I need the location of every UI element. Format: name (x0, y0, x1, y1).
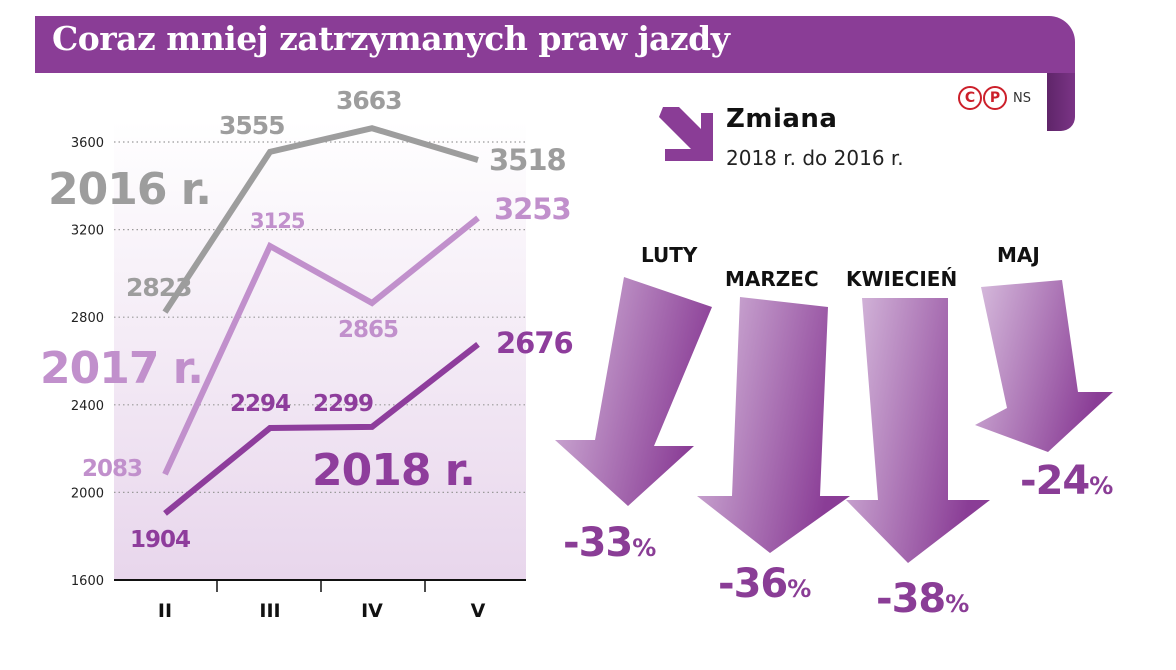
change-arrow-1 (697, 297, 850, 553)
change-arrow-2 (846, 298, 990, 563)
change-arrows: LUTY -33% MARZEC -36% KWIECIEŃ -38% MAJ -24% (555, 243, 1114, 622)
data-label: 3253 (494, 192, 571, 226)
plot-background (114, 120, 526, 580)
change-value: -24% (1020, 458, 1113, 504)
change-value-number: -38 (876, 576, 945, 622)
series-labels: 2016 r. 2017 r. 2018 r. (40, 164, 476, 496)
arrow-down-right-icon (659, 107, 713, 161)
data-label: 3518 (489, 143, 566, 177)
change-value-unit: % (787, 575, 811, 603)
y-axis: 1600 2000 2400 2800 3200 3600 (71, 136, 104, 589)
change-month-label: KWIECIEŃ (846, 267, 957, 291)
grid (114, 141, 526, 493)
change-value-unit: % (1089, 472, 1113, 500)
x-tick-label: III (259, 600, 280, 622)
change-value: -38% (876, 576, 969, 622)
data-label: 2294 (230, 391, 290, 417)
change-month-label: MAJ (997, 243, 1040, 267)
data-labels: 2823 3555 3663 3518 2083 3125 2865 3253 1904 2294… (82, 86, 574, 553)
y-tick-label: 2400 (71, 399, 104, 414)
data-label: 3125 (250, 209, 305, 233)
series-lines (162, 125, 480, 516)
data-label: 3555 (219, 111, 285, 140)
data-label: 2865 (338, 317, 398, 343)
series-label-1: 2017 r. (40, 343, 203, 394)
change-arrow-3 (975, 280, 1113, 452)
change-month-label: LUTY (641, 243, 698, 267)
y-tick-label: 3200 (71, 224, 104, 239)
copyright-c-badge: C (958, 86, 982, 110)
change-value: -36% (718, 561, 811, 607)
page-title: Coraz mniej zatrzymanych praw jazdy (52, 19, 730, 58)
series-line-0 (162, 125, 479, 314)
series-line-1 (162, 215, 480, 476)
y-tick-label: 2000 (71, 486, 104, 501)
series-label-2: 2018 r. (312, 445, 475, 496)
change-arrow-0 (555, 277, 712, 506)
change-title-text: Zmiana (726, 104, 838, 134)
y-tick-label: 3600 (71, 136, 104, 151)
change-value-unit: % (945, 590, 969, 618)
change-value-unit: % (632, 534, 656, 562)
series-label-0: 2016 r. (48, 164, 211, 215)
series-line-2 (163, 341, 480, 516)
x-axis: II III IV V (114, 579, 526, 622)
data-label: 2083 (82, 456, 142, 482)
y-tick-label: 1600 (71, 574, 104, 589)
data-label: 3663 (336, 86, 402, 115)
source-label: NS (1013, 91, 1031, 106)
y-tick-label: 2800 (71, 311, 104, 326)
x-tick-label: IV (361, 600, 383, 622)
change-value-number: -36 (718, 561, 787, 607)
data-label: 2823 (126, 273, 192, 302)
change-value-number: -24 (1020, 458, 1089, 504)
data-label: 1904 (130, 527, 190, 553)
x-tick-label: V (471, 600, 486, 622)
change-title: Zmiana (726, 104, 837, 134)
change-value: -33% (563, 520, 656, 566)
x-tick-label: II (158, 600, 172, 622)
banner-fold (1047, 73, 1075, 131)
copyright-p-badge: P (983, 86, 1007, 110)
change-subtitle: 2018 r. do 2016 r. (726, 146, 904, 170)
title-banner (35, 16, 1075, 73)
data-label: 2299 (313, 391, 373, 417)
change-month-label: MARZEC (725, 267, 819, 291)
change-value-number: -33 (563, 520, 632, 566)
data-label: 2676 (496, 326, 573, 360)
